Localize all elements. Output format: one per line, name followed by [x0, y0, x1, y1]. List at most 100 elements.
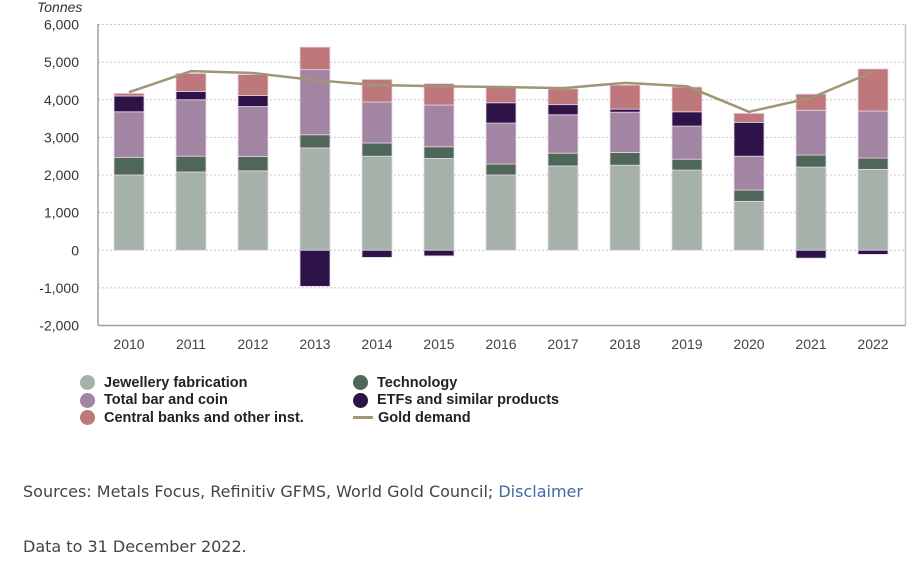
bar-segment-etfs-and-similar-products	[299, 249, 331, 287]
bar-segment-etfs-and-similar-products	[113, 95, 145, 113]
bar-segment-central-banks-and-other-inst	[299, 46, 331, 71]
bar-segment-total-bar-and-coin	[113, 111, 145, 158]
y-tick-label: -1,000	[39, 280, 79, 296]
x-tick-label: 2018	[609, 336, 640, 352]
y-tick-label: 3,000	[44, 129, 79, 145]
y-tick-label: 6,000	[44, 17, 79, 33]
y-axis-ticks: 6,000 5,000 4,000 3,000 2,000 1,000 0 -1,000 -2,…	[39, 17, 79, 334]
bar-segment-total-bar-and-coin	[609, 111, 641, 153]
legend-column-1: Jewellery fabrication Total bar and coin…	[80, 374, 304, 427]
bar-group-2018	[609, 84, 641, 251]
legend-label: ETFs and similar products	[377, 392, 560, 409]
bar-segment-etfs-and-similar-products	[795, 249, 827, 259]
gold-demand-line	[128, 69, 874, 114]
sources-text: Sources: Metals Focus, Refinitiv GFMS, W…	[23, 482, 499, 501]
legend-item-technology: Technology	[353, 374, 559, 392]
bar-group-2016	[485, 86, 517, 251]
bar-segment-jewellery-fabrication	[671, 169, 703, 251]
y-tick-label: 5,000	[44, 54, 79, 70]
bar-segment-etfs-and-similar-products	[671, 111, 703, 127]
bar-group-2022	[857, 68, 889, 255]
x-tick-label: 2021	[795, 336, 826, 352]
bar-segment-etfs-and-similar-products	[733, 121, 765, 157]
stacked-bar-chart: 6,000 5,000 4,000 3,000 2,000 1,000 0 -1,000 -2,…	[37, 0, 907, 352]
bar-segment-total-bar-and-coin	[423, 104, 455, 148]
bar-segment-central-banks-and-other-inst	[733, 112, 765, 123]
bar-group-2020	[733, 112, 765, 251]
bar-segment-total-bar-and-coin	[795, 109, 827, 156]
legend-label: Technology	[377, 374, 458, 391]
bar-segment-central-banks-and-other-inst	[547, 88, 579, 106]
bar-segment-jewellery-fabrication	[733, 200, 765, 251]
y-axis-unit-label: Tonnes	[37, 0, 82, 15]
x-tick-label: 2016	[485, 336, 516, 352]
bar-segment-central-banks-and-other-inst	[175, 73, 207, 92]
bar-segment-total-bar-and-coin	[485, 122, 517, 165]
sources-note: Sources: Metals Focus, Refinitiv GFMS, W…	[23, 482, 583, 501]
y-tick-label: 4,000	[44, 92, 79, 108]
etfs-swatch-icon	[353, 392, 368, 408]
bar-segment-total-bar-and-coin	[175, 99, 207, 157]
bar-group-2017	[547, 88, 579, 251]
bar-segment-technology	[609, 152, 641, 166]
bar-segment-central-banks-and-other-inst	[113, 92, 145, 97]
bar-segment-total-bar-and-coin	[237, 106, 269, 157]
disclaimer-link[interactable]: Disclaimer	[498, 482, 583, 501]
bar-segment-etfs-and-similar-products	[175, 91, 207, 101]
bar-group-2015	[423, 83, 455, 257]
bar-group-2012	[237, 74, 269, 251]
legend-item-jewellery: Jewellery fabrication	[80, 374, 304, 392]
bar-segment-technology	[857, 157, 889, 170]
x-tick-label: 2020	[733, 336, 764, 352]
x-axis-ticks: 2010 2011 2012 2013 2014 2015 2016 2017 2018 2019…	[113, 336, 888, 352]
bar-segment-total-bar-and-coin	[671, 125, 703, 160]
x-tick-label: 2011	[176, 336, 206, 352]
bar-segment-technology	[175, 155, 207, 173]
bar-group-2011	[175, 73, 207, 251]
y-tick-label: -2,000	[39, 318, 79, 334]
bar-segment-etfs-and-similar-products	[609, 108, 641, 113]
bar-segment-technology	[113, 156, 145, 176]
bar-segment-technology	[547, 152, 579, 167]
bar-segment-jewellery-fabrication	[175, 171, 207, 251]
bar-segment-etfs-and-similar-products	[361, 249, 393, 258]
bar-segment-total-bar-and-coin	[733, 155, 765, 191]
bar-segment-total-bar-and-coin	[857, 110, 889, 159]
technology-swatch-icon	[353, 375, 368, 391]
legend-label: Central banks and other inst.	[104, 409, 304, 426]
y-tick-label: 0	[71, 242, 79, 258]
bar-segment-jewellery-fabrication	[795, 166, 827, 251]
bar-segment-technology	[733, 189, 765, 202]
bar-segment-etfs-and-similar-products	[547, 104, 579, 116]
bar-group-2019	[671, 86, 703, 251]
bar-segment-technology	[671, 158, 703, 171]
bar-segment-etfs-and-similar-products	[423, 249, 455, 257]
bar-segment-central-banks-and-other-inst	[237, 74, 269, 97]
x-tick-label: 2013	[299, 336, 330, 352]
bar-segment-jewellery-fabrication	[361, 155, 393, 251]
bar-segment-technology	[361, 142, 393, 157]
bar-segment-technology	[795, 154, 827, 168]
bar-segment-etfs-and-similar-products	[857, 249, 889, 255]
bar-segment-jewellery-fabrication	[609, 164, 641, 251]
x-tick-label: 2012	[237, 336, 268, 352]
bars	[113, 46, 889, 287]
bar-segment-technology	[485, 163, 517, 176]
bar-segment-central-banks-and-other-inst	[485, 86, 517, 104]
bar-segment-central-banks-and-other-inst	[423, 83, 455, 106]
bar-group-2013	[299, 46, 331, 287]
x-tick-label: 2014	[361, 336, 392, 352]
bar-segment-central-banks-and-other-inst	[609, 84, 641, 110]
bar-coin-swatch-icon	[80, 392, 95, 408]
x-tick-label: 2017	[547, 336, 578, 352]
y-tick-label: 1,000	[44, 205, 79, 221]
data-date-note: Data to 31 December 2022.	[23, 537, 247, 556]
legend-item-central-banks: Central banks and other inst.	[80, 409, 304, 427]
central-banks-swatch-icon	[80, 410, 95, 426]
legend-column-2: Technology ETFs and similar products Gol…	[353, 374, 559, 427]
bar-segment-central-banks-and-other-inst	[361, 79, 393, 103]
bar-segment-jewellery-fabrication	[299, 147, 331, 251]
bar-group-2014	[361, 79, 393, 258]
legend-label: Gold demand	[378, 409, 471, 426]
legend-item-etfs: ETFs and similar products	[353, 392, 559, 410]
